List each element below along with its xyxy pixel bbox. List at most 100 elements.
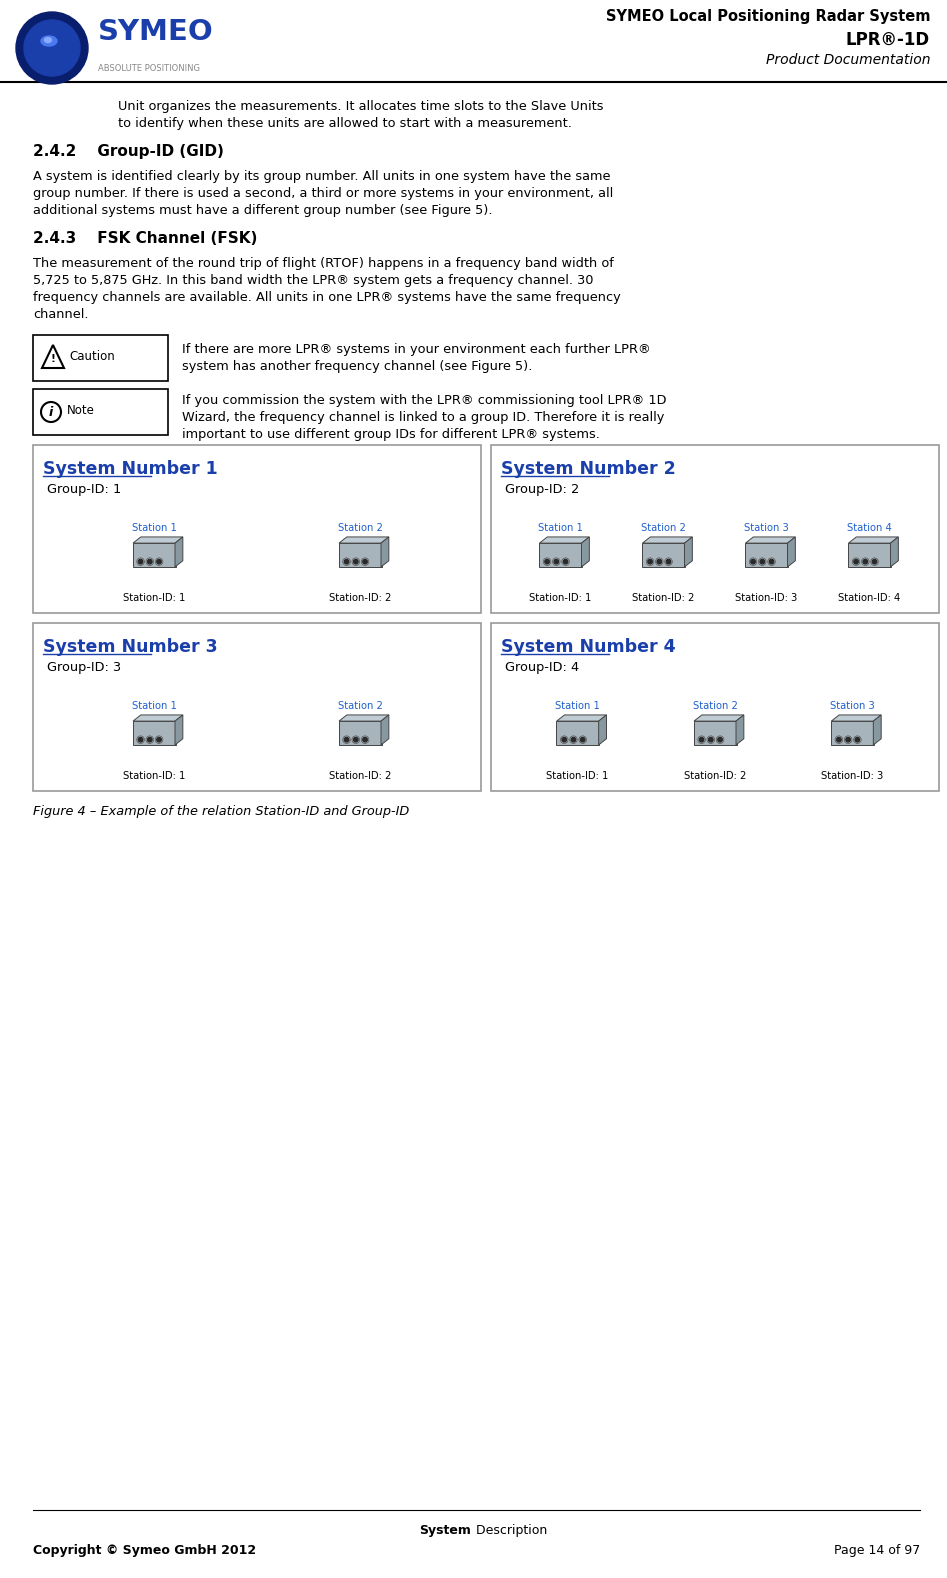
Text: Product Documentation: Product Documentation [765, 54, 930, 66]
Text: System Number 1: System Number 1 [43, 461, 218, 478]
Text: Station-ID: 2: Station-ID: 2 [329, 593, 391, 603]
Circle shape [363, 737, 367, 742]
Text: important to use different group IDs for different LPR® systems.: important to use different group IDs for… [182, 428, 599, 440]
Circle shape [345, 737, 348, 742]
Text: Unit organizes the measurements. It allocates time slots to the Slave Units: Unit organizes the measurements. It allo… [118, 99, 603, 114]
Circle shape [148, 737, 152, 742]
Circle shape [855, 737, 860, 742]
Text: i: i [49, 406, 53, 418]
Text: Station-ID: 1: Station-ID: 1 [123, 593, 186, 603]
Text: group number. If there is used a second, a third or more systems in your environ: group number. If there is used a second,… [33, 188, 614, 200]
Text: Station 2: Station 2 [337, 701, 383, 712]
Circle shape [148, 560, 152, 563]
Polygon shape [873, 715, 881, 745]
FancyBboxPatch shape [133, 543, 175, 568]
Polygon shape [339, 537, 389, 543]
Circle shape [353, 560, 358, 563]
Text: Page 14 of 97: Page 14 of 97 [833, 1543, 920, 1557]
Text: channel.: channel. [33, 308, 88, 320]
Text: 5,725 to 5,875 GHz. In this band width the LPR® system gets a frequency channel.: 5,725 to 5,875 GHz. In this band width t… [33, 275, 594, 287]
Text: Note: Note [67, 404, 95, 417]
FancyBboxPatch shape [33, 335, 168, 380]
FancyBboxPatch shape [338, 543, 382, 568]
Polygon shape [890, 537, 899, 567]
Text: Station-ID: 4: Station-ID: 4 [838, 593, 901, 603]
Text: Description: Description [472, 1524, 546, 1537]
Text: frequency channels are available. All units in one LPR® systems have the same fr: frequency channels are available. All un… [33, 290, 620, 305]
Circle shape [657, 560, 662, 563]
Text: Group-ID: 3: Group-ID: 3 [47, 661, 121, 674]
Text: Group-ID: 2: Group-ID: 2 [505, 483, 580, 495]
Circle shape [16, 13, 88, 84]
Text: The measurement of the round trip of flight (RTOF) happens in a frequency band w: The measurement of the round trip of fli… [33, 257, 614, 270]
Text: System Number 4: System Number 4 [501, 638, 675, 656]
Text: Wizard, the frequency channel is linked to a group ID. Therefore it is really: Wizard, the frequency channel is linked … [182, 410, 665, 424]
Text: 2.4.3    FSK Channel (FSK): 2.4.3 FSK Channel (FSK) [33, 230, 258, 246]
Polygon shape [788, 537, 795, 567]
Text: additional systems must have a different group number (see Figure 5).: additional systems must have a different… [33, 204, 492, 218]
Circle shape [648, 560, 652, 563]
FancyBboxPatch shape [491, 623, 939, 791]
Polygon shape [339, 715, 389, 721]
Polygon shape [133, 537, 183, 543]
Circle shape [554, 560, 559, 563]
Circle shape [581, 737, 585, 742]
Text: System Number 2: System Number 2 [501, 461, 676, 478]
Text: Station 2: Station 2 [692, 701, 738, 712]
Text: 2.4.2    Group-ID (GID): 2.4.2 Group-ID (GID) [33, 144, 223, 159]
Circle shape [24, 21, 80, 76]
Polygon shape [381, 537, 389, 567]
Text: Station 4: Station 4 [848, 522, 892, 533]
Circle shape [138, 560, 143, 563]
FancyBboxPatch shape [556, 721, 599, 745]
Circle shape [836, 737, 841, 742]
Text: Station 3: Station 3 [830, 701, 875, 712]
Text: !: ! [50, 353, 56, 365]
Text: Figure 4 – Example of the relation Station-ID and Group-ID: Figure 4 – Example of the relation Stati… [33, 805, 409, 817]
FancyBboxPatch shape [693, 721, 737, 745]
Circle shape [708, 737, 713, 742]
Polygon shape [745, 537, 795, 543]
Ellipse shape [45, 38, 51, 43]
Circle shape [345, 560, 348, 563]
Text: Station-ID: 1: Station-ID: 1 [529, 593, 592, 603]
Polygon shape [694, 715, 743, 721]
Text: If you commission the system with the LPR® commissioning tool LPR® 1D: If you commission the system with the LP… [182, 394, 667, 407]
Text: LPR®-1D: LPR®-1D [846, 32, 930, 49]
FancyBboxPatch shape [491, 445, 939, 612]
Polygon shape [831, 715, 881, 721]
Text: ABSOLUTE POSITIONING: ABSOLUTE POSITIONING [98, 63, 200, 73]
Polygon shape [557, 715, 606, 721]
Polygon shape [849, 537, 899, 543]
Text: to identify when these units are allowed to start with a measurement.: to identify when these units are allowed… [118, 117, 572, 129]
Text: Station 1: Station 1 [132, 522, 176, 533]
Text: system has another frequency channel (see Figure 5).: system has another frequency channel (se… [182, 360, 532, 372]
Polygon shape [736, 715, 743, 745]
Text: Station 1: Station 1 [555, 701, 600, 712]
Circle shape [545, 560, 549, 563]
Circle shape [846, 737, 850, 742]
Text: Station 1: Station 1 [538, 522, 583, 533]
Text: Caution: Caution [69, 349, 115, 363]
Circle shape [571, 737, 576, 742]
FancyBboxPatch shape [642, 543, 685, 568]
Text: SYMEO Local Positioning Radar System: SYMEO Local Positioning Radar System [605, 8, 930, 24]
Circle shape [863, 560, 867, 563]
Circle shape [751, 560, 756, 563]
Text: Station 2: Station 2 [337, 522, 383, 533]
Ellipse shape [41, 36, 57, 46]
Circle shape [667, 560, 670, 563]
Circle shape [363, 560, 367, 563]
Polygon shape [175, 715, 183, 745]
Text: A system is identified clearly by its group number. All units in one system have: A system is identified clearly by its gr… [33, 170, 611, 183]
Text: Copyright © Symeo GmbH 2012: Copyright © Symeo GmbH 2012 [33, 1543, 256, 1557]
Text: Station-ID: 1: Station-ID: 1 [123, 772, 186, 781]
Polygon shape [642, 537, 692, 543]
FancyBboxPatch shape [133, 721, 175, 745]
FancyBboxPatch shape [539, 543, 582, 568]
Polygon shape [540, 537, 589, 543]
Text: Station 1: Station 1 [132, 701, 176, 712]
Polygon shape [175, 537, 183, 567]
Circle shape [699, 737, 704, 742]
Text: Group-ID: 4: Group-ID: 4 [505, 661, 580, 674]
